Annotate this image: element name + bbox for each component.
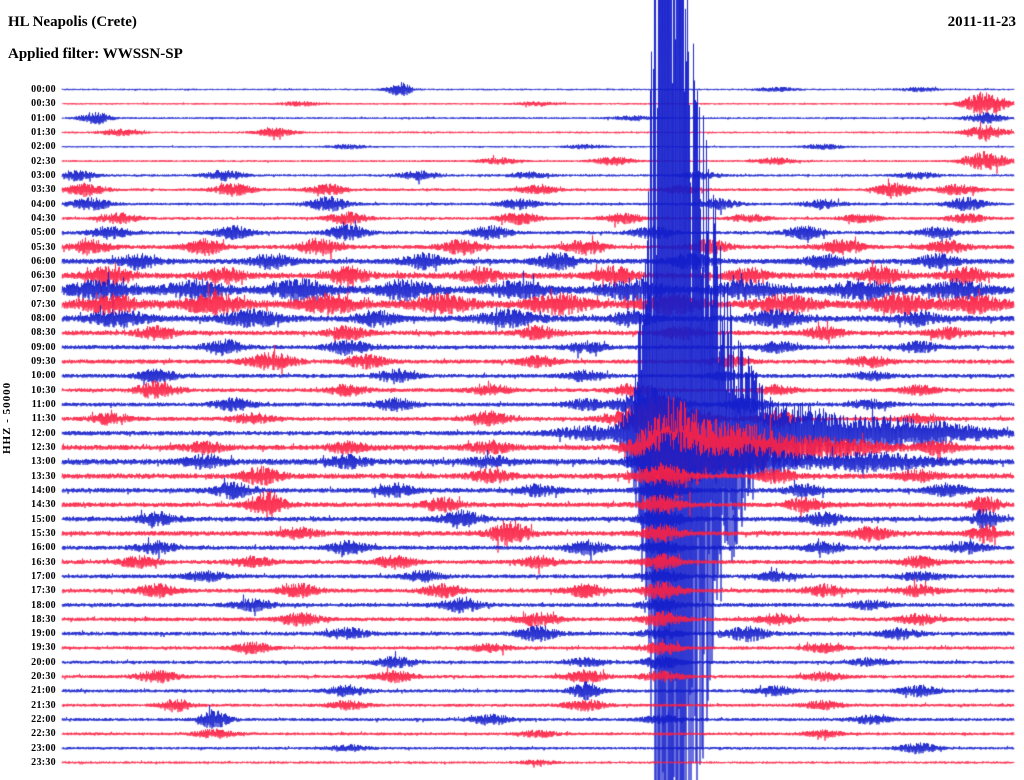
time-label: 22:00 xyxy=(31,714,56,726)
time-label: 17:30 xyxy=(31,585,56,597)
time-label: 14:30 xyxy=(31,499,56,511)
time-label: 00:00 xyxy=(31,84,56,95)
time-label: 18:30 xyxy=(31,613,56,625)
time-label: 05:30 xyxy=(31,241,56,253)
time-label: 21:30 xyxy=(31,699,56,711)
time-label: 08:00 xyxy=(31,313,56,325)
time-label: 11:00 xyxy=(31,399,56,411)
time-label: 12:00 xyxy=(31,427,56,439)
time-label: 22:30 xyxy=(31,728,56,740)
time-label: 03:30 xyxy=(31,184,56,196)
time-label: 16:00 xyxy=(31,542,56,554)
time-label: 07:00 xyxy=(31,284,56,296)
time-label: 04:00 xyxy=(31,198,56,210)
time-label: 07:30 xyxy=(31,298,56,310)
time-label: 10:30 xyxy=(31,384,56,396)
time-label: 13:30 xyxy=(31,470,56,482)
time-label: 06:30 xyxy=(31,270,56,282)
time-label: 15:00 xyxy=(31,513,56,525)
time-label: 09:00 xyxy=(31,341,56,353)
time-label: 05:00 xyxy=(31,227,56,239)
filter-label: Applied filter: WWSSN-SP xyxy=(8,46,183,62)
time-label: 01:30 xyxy=(31,126,56,138)
time-label: 19:00 xyxy=(31,628,56,640)
time-label: 12:30 xyxy=(31,442,56,453)
time-label: 01:00 xyxy=(31,112,56,124)
time-label: 20:30 xyxy=(31,671,56,683)
date-label: 2011-11-23 xyxy=(947,14,1016,30)
time-label: 17:00 xyxy=(31,570,56,582)
time-label: 13:00 xyxy=(31,456,56,468)
time-label: 02:00 xyxy=(31,141,56,153)
time-label: 15:30 xyxy=(31,527,56,539)
time-label: 19:30 xyxy=(31,642,56,654)
time-label: 23:00 xyxy=(31,742,56,754)
time-label: 09:30 xyxy=(31,356,56,368)
time-label: 02:30 xyxy=(31,155,56,167)
time-label: 18:00 xyxy=(31,599,56,611)
station-title: HL Neapolis (Crete) xyxy=(8,14,137,30)
time-label: 03:00 xyxy=(31,169,56,181)
time-label: 04:30 xyxy=(31,212,56,224)
time-label: 11:30 xyxy=(31,413,56,425)
time-label: 08:30 xyxy=(31,327,56,339)
time-label: 16:30 xyxy=(31,556,56,568)
time-label: 00:30 xyxy=(31,98,56,110)
time-label: 20:00 xyxy=(31,656,56,668)
time-label: 10:00 xyxy=(31,370,56,382)
time-label: 14:00 xyxy=(31,484,56,496)
time-label: 23:30 xyxy=(31,757,56,769)
time-label: 21:00 xyxy=(31,685,56,697)
time-label: 06:00 xyxy=(31,255,56,267)
